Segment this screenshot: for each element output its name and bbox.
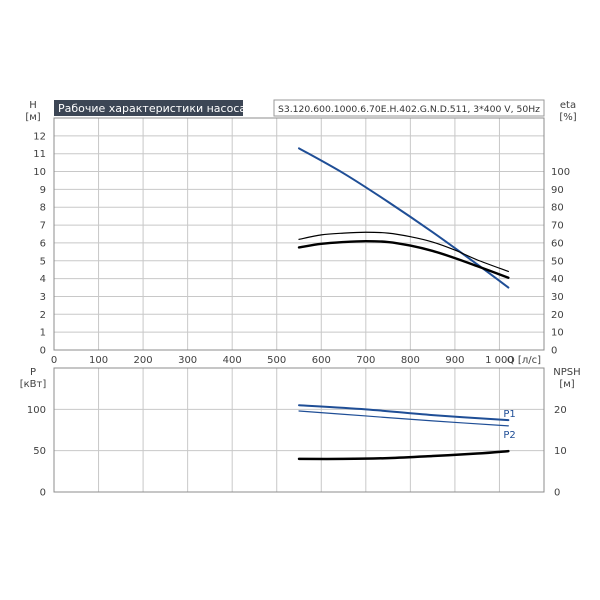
x-tick-label-8: 800 — [401, 355, 420, 366]
top-plot-frame — [53, 117, 545, 351]
series-label-p2: P2 — [503, 430, 515, 441]
top-right-tick-6: 60 — [551, 238, 564, 249]
x-tick-label-9: 900 — [445, 355, 464, 366]
bottom-series-line-p1 — [298, 404, 510, 422]
bottom-left-axis-unit: [кВт] — [20, 379, 47, 390]
top-right-tick-1: 10 — [551, 328, 564, 339]
bottom-left-tick-1: 50 — [33, 446, 46, 457]
model-label: S3.120.600.1000.6.70E.H.402.G.N.D.511, 3… — [278, 105, 540, 115]
top-left-tick-6: 6 — [40, 238, 46, 249]
bottom-right-axis-label: NPSH — [553, 367, 580, 378]
top-left-tick-5: 5 — [40, 256, 46, 267]
x-tick-label-6: 600 — [312, 355, 331, 366]
bottom-right-tick-2: 20 — [554, 405, 567, 416]
x-tick-label-4: 400 — [223, 355, 242, 366]
top-left-tick-3: 3 — [40, 292, 46, 303]
top-left-axis-label: H — [29, 100, 37, 111]
top-left-tick-9: 9 — [40, 185, 46, 196]
bottom-right-tick-0: 0 — [554, 488, 560, 499]
top-left-tick-7: 7 — [40, 221, 46, 232]
top-left-tick-1: 1 — [40, 328, 46, 339]
x-tick-label-7: 700 — [356, 355, 375, 366]
top-left-tick-10: 10 — [33, 167, 46, 178]
model-label-box — [273, 99, 545, 117]
x-tick-label-1: 100 — [89, 355, 108, 366]
bottom-right-axis-unit: [м] — [559, 379, 574, 390]
top-left-tick-2: 2 — [40, 310, 46, 321]
top-left-tick-12: 12 — [33, 131, 46, 142]
top-right-tick-3: 30 — [551, 292, 564, 303]
title-banner — [54, 100, 243, 116]
top-right-axis-label: eta — [560, 100, 576, 111]
top-right-tick-2: 20 — [551, 310, 564, 321]
top-right-tick-8: 80 — [551, 203, 564, 214]
x-tick-label-2: 200 — [134, 355, 153, 366]
top-left-tick-8: 8 — [40, 203, 46, 214]
x-tick-label-10: 1 000 — [485, 355, 514, 366]
top-right-axis-unit: [%] — [559, 112, 576, 123]
top-left-tick-4: 4 — [40, 274, 46, 285]
bottom-series-line-npsh — [297, 449, 510, 461]
x-axis-label: Q [л/с] — [507, 355, 541, 366]
top-right-tick-9: 90 — [551, 185, 564, 196]
top-series-line-eta2 — [297, 239, 510, 279]
bottom-left-tick-0: 0 — [40, 488, 46, 499]
bottom-left-axis-label: P — [30, 367, 36, 378]
top-right-tick-7: 70 — [551, 221, 564, 232]
bottom-right-tick-1: 10 — [554, 446, 567, 457]
top-series-line-eta1 — [298, 231, 509, 273]
top-right-tick-5: 50 — [551, 256, 564, 267]
top-left-axis-unit: [м] — [25, 112, 40, 123]
bottom-left-tick-2: 100 — [27, 405, 46, 416]
x-tick-label-0: 0 — [51, 355, 57, 366]
x-tick-label-5: 500 — [267, 355, 286, 366]
chart-title: Рабочие характеристики насоса — [58, 102, 246, 115]
x-tick-label-3: 300 — [178, 355, 197, 366]
top-left-tick-11: 11 — [33, 149, 46, 160]
series-label-p1: P1 — [503, 409, 515, 420]
bottom-plot-frame — [53, 367, 545, 493]
bottom-series-line-p2 — [298, 410, 509, 427]
top-right-tick-10: 100 — [551, 167, 570, 178]
top-right-tick-0: 0 — [551, 346, 557, 357]
top-left-tick-0: 0 — [40, 346, 46, 357]
top-right-tick-4: 40 — [551, 274, 564, 285]
